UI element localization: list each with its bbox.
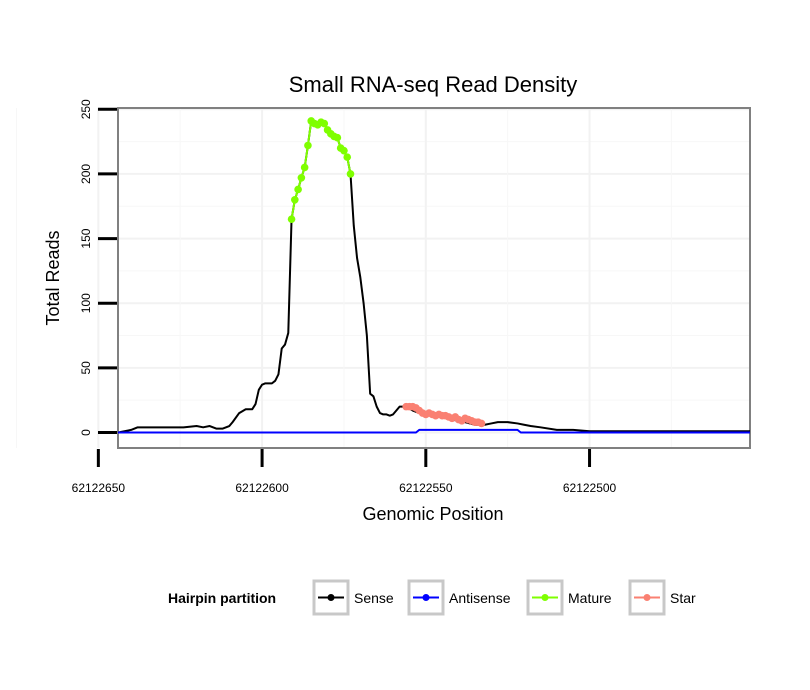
data-point-mature	[340, 146, 348, 155]
legend-item-mature: Mature	[526, 579, 612, 616]
legend-label: Antisense	[449, 590, 511, 606]
legend-label: Sense	[354, 590, 394, 606]
x-axis: 62122650 62122600 62122550 62122500	[72, 449, 617, 495]
legend-item-antisense: Antisense	[407, 579, 511, 616]
legend-label: Star	[670, 590, 696, 606]
data-series	[117, 117, 750, 434]
y-tick-label: 150	[79, 228, 93, 248]
series-star	[402, 402, 486, 428]
grid-lines	[15, 108, 750, 448]
x-tick-label: 62122550	[399, 481, 453, 495]
series-antisense	[118, 428, 750, 434]
data-point-mature	[291, 195, 299, 204]
legend-key-point	[643, 594, 651, 601]
data-point-mature	[346, 170, 355, 178]
legend-key-point	[422, 594, 430, 601]
plot-border	[117, 107, 751, 449]
legend-item-sense: Sense	[312, 579, 394, 616]
x-tick-label: 62122500	[563, 481, 617, 495]
chart-title: Small RNA-seq Read Density	[289, 72, 578, 97]
data-point-mature	[320, 119, 329, 128]
y-tick-label: 200	[79, 164, 93, 184]
y-tick-label: 50	[79, 361, 93, 375]
y-tick-label: 100	[79, 293, 93, 313]
y-tick-label: 0	[79, 429, 93, 436]
legend-key-point	[327, 594, 335, 601]
x-tick-label: 62122600	[235, 481, 289, 495]
y-axis-title: Total Reads	[43, 230, 63, 325]
legend-item-star: Star	[628, 579, 696, 616]
legend-label: Mature	[568, 590, 612, 606]
x-tick-label: 62122650	[72, 481, 126, 495]
y-axis: 0 50 100 150 200 250	[79, 99, 117, 436]
data-point-mature	[294, 185, 302, 194]
plot-panel	[118, 108, 750, 448]
legend-title: Hairpin partition	[168, 590, 276, 606]
x-axis-title: Genomic Position	[362, 504, 503, 524]
series-line-antisense	[118, 428, 750, 434]
legend: Hairpin partition Sense Antisense Mature St…	[168, 579, 696, 616]
data-point-star	[477, 419, 486, 428]
data-point-mature	[287, 215, 296, 223]
data-point-mature	[343, 153, 352, 161]
data-point-mature	[297, 174, 306, 182]
data-point-mature	[304, 141, 312, 150]
data-point-mature	[333, 133, 342, 142]
data-point-mature	[300, 163, 309, 172]
y-tick-label: 250	[79, 99, 93, 119]
series-mature	[287, 117, 355, 223]
legend-key-point	[541, 594, 549, 601]
